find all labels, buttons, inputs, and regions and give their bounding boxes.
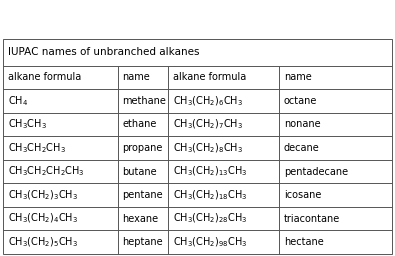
Text: CH$_3$CH$_2$CH$_2$CH$_3$: CH$_3$CH$_2$CH$_2$CH$_3$ xyxy=(8,165,85,178)
Text: CH$_3$(CH$_2$)$_8$CH$_3$: CH$_3$(CH$_2$)$_8$CH$_3$ xyxy=(173,141,243,155)
Text: CH$_3$(CH$_2$)$_5$CH$_3$: CH$_3$(CH$_2$)$_5$CH$_3$ xyxy=(8,235,78,249)
Text: decane: decane xyxy=(284,143,320,153)
Text: alkane formula: alkane formula xyxy=(173,72,246,82)
Text: hectane: hectane xyxy=(284,237,324,247)
Text: ethane: ethane xyxy=(122,119,157,130)
Text: name: name xyxy=(122,72,150,82)
Text: pentane: pentane xyxy=(122,190,163,200)
Text: IUPAC names of unbranched alkanes: IUPAC names of unbranched alkanes xyxy=(8,47,199,57)
Text: CH$_3$CH$_2$CH$_3$: CH$_3$CH$_2$CH$_3$ xyxy=(8,141,66,155)
Text: nonane: nonane xyxy=(284,119,320,130)
Text: CH$_3$(CH$_2$)$_4$CH$_3$: CH$_3$(CH$_2$)$_4$CH$_3$ xyxy=(8,212,78,226)
Text: CH$_3$(CH$_2$)$_{28}$CH$_3$: CH$_3$(CH$_2$)$_{28}$CH$_3$ xyxy=(173,212,248,226)
Text: alkane formula: alkane formula xyxy=(8,72,81,82)
Text: CH$_3$(CH$_2$)$_6$CH$_3$: CH$_3$(CH$_2$)$_6$CH$_3$ xyxy=(173,94,243,108)
Text: methane: methane xyxy=(122,96,166,106)
Text: CH$_4$: CH$_4$ xyxy=(8,94,28,108)
Text: CH$_3$(CH$_2$)$_{98}$CH$_3$: CH$_3$(CH$_2$)$_{98}$CH$_3$ xyxy=(173,235,248,249)
Text: triacontane: triacontane xyxy=(284,214,340,224)
Text: CH$_3$CH$_3$: CH$_3$CH$_3$ xyxy=(8,118,47,131)
Text: CH$_3$(CH$_2$)$_{18}$CH$_3$: CH$_3$(CH$_2$)$_{18}$CH$_3$ xyxy=(173,188,248,202)
Text: hexane: hexane xyxy=(122,214,159,224)
Text: propane: propane xyxy=(122,143,163,153)
Text: CH$_3$(CH$_2$)$_7$CH$_3$: CH$_3$(CH$_2$)$_7$CH$_3$ xyxy=(173,118,243,131)
Text: CH$_3$(CH$_2$)$_{13}$CH$_3$: CH$_3$(CH$_2$)$_{13}$CH$_3$ xyxy=(173,165,248,178)
Text: CH$_3$(CH$_2$)$_3$CH$_3$: CH$_3$(CH$_2$)$_3$CH$_3$ xyxy=(8,188,78,202)
Text: name: name xyxy=(284,72,312,82)
Text: icosane: icosane xyxy=(284,190,321,200)
Text: pentadecane: pentadecane xyxy=(284,166,348,177)
Text: heptane: heptane xyxy=(122,237,163,247)
Text: butane: butane xyxy=(122,166,157,177)
Text: octane: octane xyxy=(284,96,317,106)
Bar xyxy=(3,39,392,254)
